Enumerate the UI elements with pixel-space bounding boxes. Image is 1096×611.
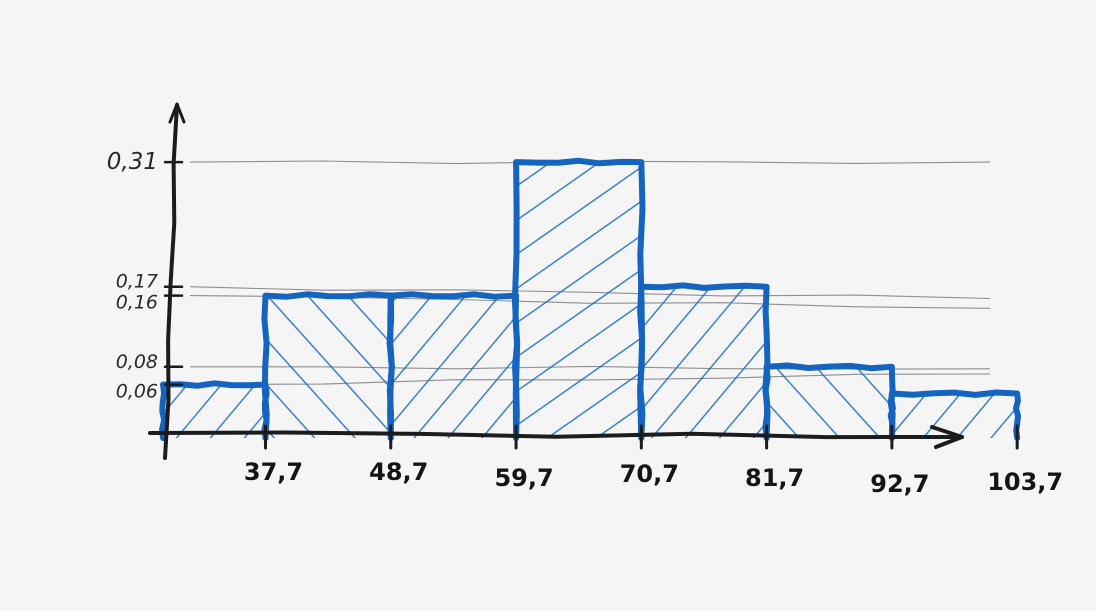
bar-4 [637,282,771,441]
x-axis-arrowhead [930,425,964,449]
x-tick-label-5: 92,7 [870,470,929,498]
bar-6 [887,389,1021,441]
bar-fill-1 [265,295,391,438]
bar-fill-6 [891,393,1018,438]
y-tick-label-2: 0,16 [116,292,158,314]
bar-fill-2 [390,295,517,438]
x-tick-label-4: 81,7 [745,464,804,492]
x-tick-label-3: 70,7 [620,460,679,488]
y-axis-arrowhead [168,102,186,124]
y-tick-label-4: 0,06 [116,381,158,403]
bars [159,157,1021,441]
bar-fill-4 [641,286,767,438]
y-ticks: 0,31 0,170,16 0,08 0,06 [107,149,184,403]
x-tick-label-1: 48,7 [369,458,428,486]
y-axis [163,103,179,460]
y-tick-label-3: 0,08 [116,351,158,373]
x-tick-label-2: 59,7 [494,464,553,492]
y-tick-label-0: 0,31 [107,149,158,175]
x-tick-label-6: 103,7 [987,468,1063,496]
bar-fill-0 [163,384,266,438]
bar-fill-3 [516,162,642,438]
bar-fill-5 [766,366,892,438]
axes [148,102,964,460]
x-axis [148,430,964,440]
x-tick-label-0: 37,7 [244,458,303,486]
x-ticks: 37,7 48,7 59,7 70,7 81,7 92,7 103,7 [244,424,1063,498]
y-tick-label-1: 0,17 [116,271,158,293]
